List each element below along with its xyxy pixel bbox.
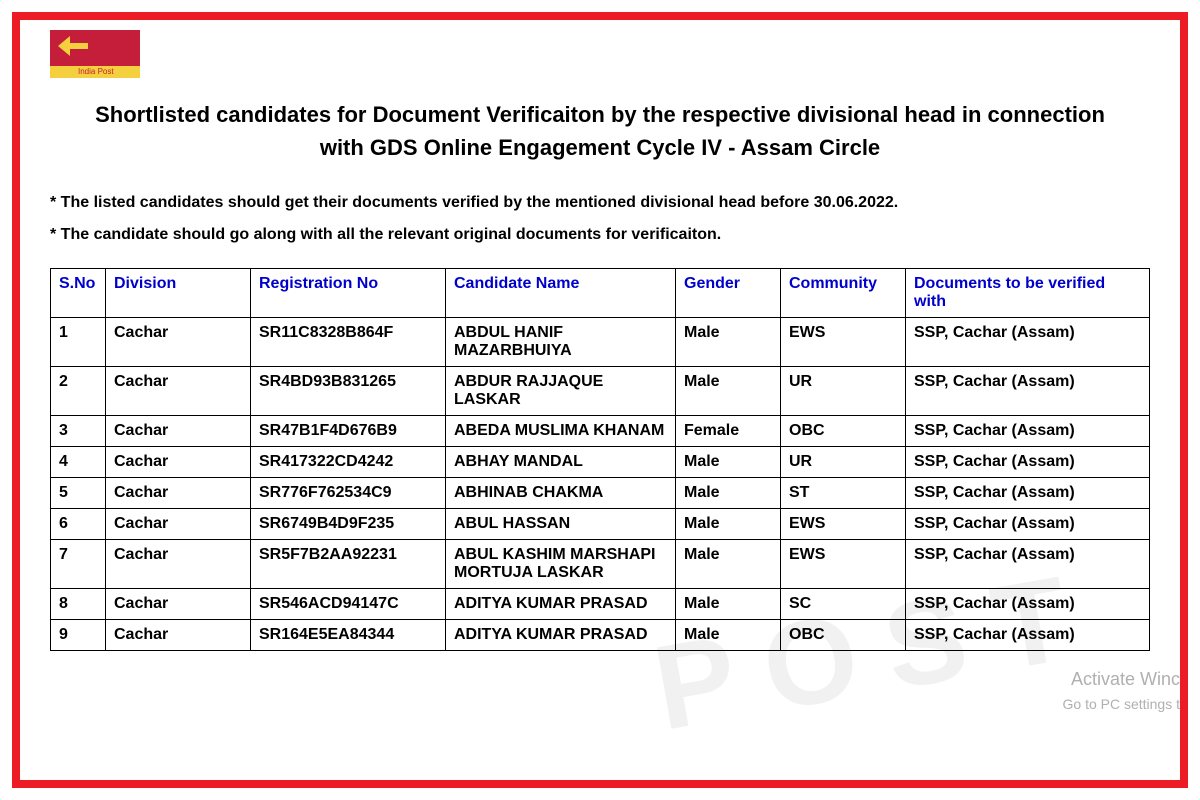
table-cell: SR11C8328B864F xyxy=(251,318,446,367)
table-cell: SC xyxy=(781,589,906,620)
table-row: 5CacharSR776F762534C9ABHINAB CHAKMAMaleS… xyxy=(51,478,1150,509)
table-row: 9CacharSR164E5EA84344ADITYA KUMAR PRASAD… xyxy=(51,620,1150,651)
table-cell: EWS xyxy=(781,318,906,367)
table-cell: SR164E5EA84344 xyxy=(251,620,446,651)
table-cell: SR5F7B2AA92231 xyxy=(251,540,446,589)
table-cell: Cachar xyxy=(106,416,251,447)
table-cell: Cachar xyxy=(106,620,251,651)
table-cell: Cachar xyxy=(106,318,251,367)
table-cell: UR xyxy=(781,367,906,416)
table-cell: EWS xyxy=(781,509,906,540)
table-cell: ADITYA KUMAR PRASAD xyxy=(446,620,676,651)
table-cell: SR47B1F4D676B9 xyxy=(251,416,446,447)
table-cell: Female xyxy=(676,416,781,447)
windows-activate-text: Activate Winc xyxy=(1071,669,1180,690)
title-line-1: Shortlisted candidates for Document Veri… xyxy=(95,102,1105,127)
table-cell: 4 xyxy=(51,447,106,478)
table-cell: SR546ACD94147C xyxy=(251,589,446,620)
logo-label: India Post xyxy=(78,67,114,76)
page-title: Shortlisted candidates for Document Veri… xyxy=(50,98,1150,164)
table-cell: Male xyxy=(676,540,781,589)
table-cell: SSP, Cachar (Assam) xyxy=(906,509,1150,540)
table-cell: 5 xyxy=(51,478,106,509)
table-cell: ABUL KASHIM MARSHAPI MORTUJA LASKAR xyxy=(446,540,676,589)
table-cell: 7 xyxy=(51,540,106,589)
table-cell: Male xyxy=(676,509,781,540)
table-cell: Male xyxy=(676,318,781,367)
table-cell: OBC xyxy=(781,620,906,651)
col-header-documents: Documents to be verified with xyxy=(906,269,1150,318)
table-cell: 9 xyxy=(51,620,106,651)
table-row: 4CacharSR417322CD4242ABHAY MANDALMaleURS… xyxy=(51,447,1150,478)
table-cell: SR4BD93B831265 xyxy=(251,367,446,416)
table-cell: SSP, Cachar (Assam) xyxy=(906,447,1150,478)
document-frame: POST India Post Shortlisted candidates f… xyxy=(12,12,1188,788)
table-cell: Cachar xyxy=(106,478,251,509)
candidates-table: S.No Division Registration No Candidate … xyxy=(50,268,1150,651)
table-cell: Cachar xyxy=(106,367,251,416)
table-row: 3CacharSR47B1F4D676B9ABEDA MUSLIMA KHANA… xyxy=(51,416,1150,447)
table-cell: ST xyxy=(781,478,906,509)
table-cell: Male xyxy=(676,447,781,478)
table-cell: Cachar xyxy=(106,447,251,478)
table-cell: EWS xyxy=(781,540,906,589)
table-row: 8CacharSR546ACD94147CADITYA KUMAR PRASAD… xyxy=(51,589,1150,620)
table-cell: SSP, Cachar (Assam) xyxy=(906,478,1150,509)
table-cell: SR6749B4D9F235 xyxy=(251,509,446,540)
table-cell: Cachar xyxy=(106,589,251,620)
table-cell: SSP, Cachar (Assam) xyxy=(906,589,1150,620)
table-cell: Cachar xyxy=(106,509,251,540)
table-cell: 6 xyxy=(51,509,106,540)
col-header-candidate: Candidate Name xyxy=(446,269,676,318)
table-cell: Male xyxy=(676,367,781,416)
title-line-2: with GDS Online Engagement Cycle IV - As… xyxy=(320,135,880,160)
table-cell: SSP, Cachar (Assam) xyxy=(906,416,1150,447)
table-cell: ABDUL HANIF MAZARBHUIYA xyxy=(446,318,676,367)
table-row: 6CacharSR6749B4D9F235ABUL HASSANMaleEWSS… xyxy=(51,509,1150,540)
table-cell: OBC xyxy=(781,416,906,447)
note-1: * The listed candidates should get their… xyxy=(50,194,1150,212)
table-row: 7CacharSR5F7B2AA92231ABUL KASHIM MARSHAP… xyxy=(51,540,1150,589)
table-cell: Male xyxy=(676,478,781,509)
table-cell: ABEDA MUSLIMA KHANAM xyxy=(446,416,676,447)
note-2: * The candidate should go along with all… xyxy=(50,226,1150,244)
table-header-row: S.No Division Registration No Candidate … xyxy=(51,269,1150,318)
table-cell: Male xyxy=(676,620,781,651)
col-header-sno: S.No xyxy=(51,269,106,318)
col-header-gender: Gender xyxy=(676,269,781,318)
table-cell: 1 xyxy=(51,318,106,367)
table-cell: Male xyxy=(676,589,781,620)
table-cell: SSP, Cachar (Assam) xyxy=(906,318,1150,367)
table-cell: 3 xyxy=(51,416,106,447)
table-cell: SR417322CD4242 xyxy=(251,447,446,478)
table-cell: 8 xyxy=(51,589,106,620)
table-row: 1CacharSR11C8328B864FABDUL HANIF MAZARBH… xyxy=(51,318,1150,367)
col-header-community: Community xyxy=(781,269,906,318)
table-cell: ADITYA KUMAR PRASAD xyxy=(446,589,676,620)
table-cell: Cachar xyxy=(106,540,251,589)
table-row: 2CacharSR4BD93B831265ABDUR RAJJAQUE LASK… xyxy=(51,367,1150,416)
col-header-registration: Registration No xyxy=(251,269,446,318)
notes-section: * The listed candidates should get their… xyxy=(50,194,1150,244)
table-cell: SSP, Cachar (Assam) xyxy=(906,540,1150,589)
table-cell: ABHAY MANDAL xyxy=(446,447,676,478)
table-cell: ABHINAB CHAKMA xyxy=(446,478,676,509)
table-cell: 2 xyxy=(51,367,106,416)
table-cell: SSP, Cachar (Assam) xyxy=(906,620,1150,651)
table-cell: SSP, Cachar (Assam) xyxy=(906,367,1150,416)
table-cell: ABUL HASSAN xyxy=(446,509,676,540)
table-cell: UR xyxy=(781,447,906,478)
table-cell: ABDUR RAJJAQUE LASKAR xyxy=(446,367,676,416)
windows-activate-subtext: Go to PC settings t xyxy=(1063,696,1181,712)
col-header-division: Division xyxy=(106,269,251,318)
table-cell: SR776F762534C9 xyxy=(251,478,446,509)
india-post-logo: India Post xyxy=(50,30,140,78)
